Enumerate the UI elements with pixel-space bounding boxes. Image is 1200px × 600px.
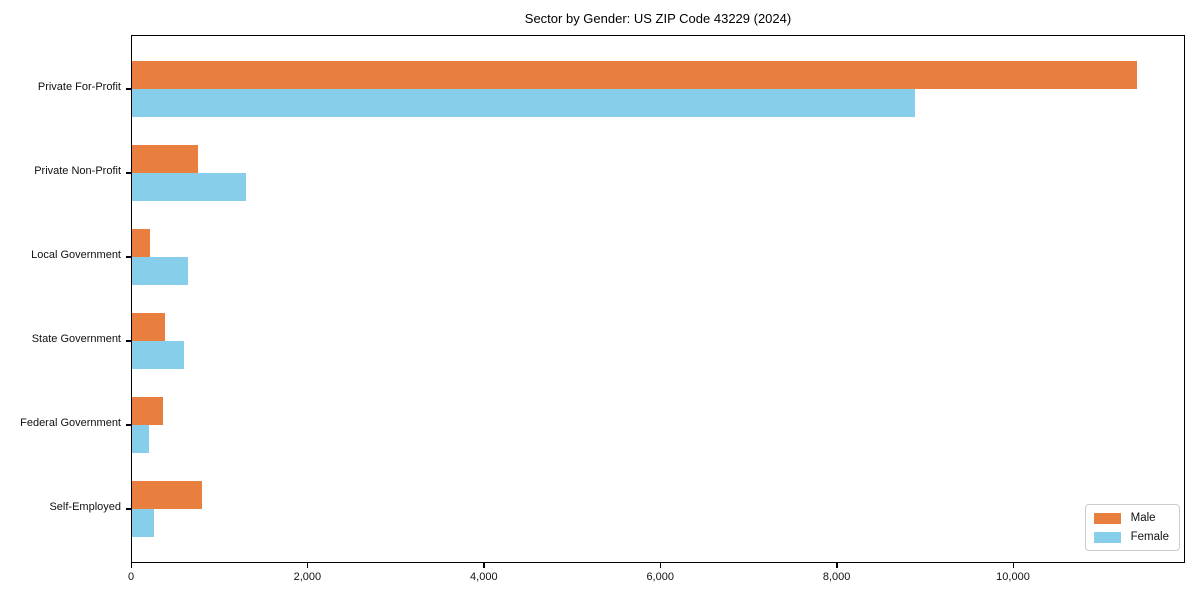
x-axis-tick	[306, 563, 309, 568]
x-tick-label: 0	[127, 571, 135, 583]
x-axis-tick	[659, 563, 662, 568]
y-axis-tick	[126, 172, 131, 174]
x-axis-tick	[130, 563, 132, 568]
bar-female-2	[132, 257, 188, 285]
bar-female-0	[132, 89, 915, 117]
legend-item-male: Male	[1093, 512, 1169, 524]
y-axis-tick	[126, 508, 131, 510]
bar-female-1	[132, 173, 246, 201]
x-tick-label: 10,000	[996, 571, 1030, 583]
legend: Male Female	[1084, 504, 1180, 551]
x-axis-tick	[836, 563, 838, 568]
bar-male-3	[132, 313, 166, 341]
female-color-swatch	[1093, 531, 1121, 543]
chart-title: Sector by Gender: US ZIP Code 43229 (202…	[524, 11, 792, 26]
x-axis-tick	[1012, 563, 1014, 568]
legend-label-male: Male	[1130, 512, 1156, 524]
y-tick-label: Private For-Profit	[37, 81, 121, 93]
y-tick-label: Local Government	[31, 249, 121, 261]
bar-female-5	[132, 509, 154, 537]
bar-male-5	[132, 481, 202, 509]
bar-male-2	[132, 229, 151, 257]
bar-male-0	[132, 61, 1137, 89]
x-tick-label: 2,000	[293, 571, 322, 583]
y-axis-tick	[126, 88, 131, 90]
male-color-swatch	[1093, 512, 1121, 524]
x-tick-label: 4,000	[470, 571, 498, 583]
y-tick-label: Self-Employed	[49, 501, 121, 513]
y-axis-tick	[126, 424, 131, 426]
y-tick-label: State Government	[31, 333, 121, 345]
legend-item-female: Female	[1093, 531, 1169, 543]
y-tick-label: Federal Government	[20, 417, 121, 429]
y-tick-label: Private Non-Profit	[34, 165, 121, 177]
plot-area: Male Female	[131, 35, 1185, 563]
x-tick-label: 6,000	[646, 571, 674, 583]
bar-male-1	[132, 145, 198, 173]
bar-female-3	[132, 341, 185, 369]
bar-male-4	[132, 397, 164, 425]
x-axis-tick	[483, 563, 485, 568]
y-axis-tick	[126, 256, 131, 258]
bar-female-4	[132, 425, 150, 453]
x-tick-label: 8,000	[822, 571, 851, 583]
legend-label-female: Female	[1130, 531, 1169, 543]
y-axis-tick	[126, 340, 131, 342]
